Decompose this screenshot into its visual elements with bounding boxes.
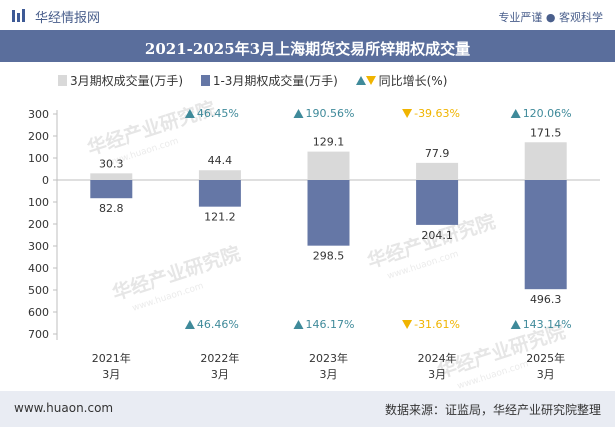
title-banner	[0, 30, 615, 62]
legend-swatch-cumulative	[200, 75, 210, 86]
legend-item-growth: 同比增长(%)	[355, 72, 448, 89]
x-tick-label-month: 3月	[428, 368, 446, 381]
y-tick-label: 600	[28, 306, 49, 319]
y-tick-label: 500	[28, 284, 49, 297]
chart-legend: 3月期权成交量(万手) 1-3月期权成交量(万手) 同比增长(%)	[58, 72, 461, 92]
bar-monthly	[307, 151, 350, 180]
y-tick-label: 100	[28, 196, 49, 209]
legend-item-monthly: 3月期权成交量(万手)	[58, 72, 183, 89]
cumulative-growth-label: -31.61%	[414, 318, 460, 331]
cumulative-growth-label: 46.46%	[197, 318, 239, 331]
x-tick-label-year: 2025年	[526, 351, 565, 365]
triangle-down-icon	[365, 76, 376, 85]
bar-cumulative	[307, 180, 350, 246]
legend-swatch-monthly	[58, 75, 67, 86]
data-label-monthly: 77.9	[425, 147, 450, 160]
data-label-monthly: 30.3	[99, 157, 124, 170]
cumulative-triangle-down-icon	[402, 320, 413, 329]
monthly-growth-label: -39.63%	[414, 107, 460, 120]
monthly-growth-label: 120.06%	[523, 107, 572, 120]
footer-bar	[0, 391, 615, 427]
cumulative-triangle-up-icon	[184, 320, 195, 329]
chart-title: 2021-2025年3月上海期货交易所锌期权成交量	[144, 40, 471, 58]
monthly-growth-label: 46.45%	[197, 107, 239, 120]
legend-item-cumulative: 1-3月期权成交量(万手)	[200, 72, 338, 89]
x-tick-label-year: 2023年	[309, 351, 348, 365]
y-tick-label: 200	[28, 130, 49, 143]
monthly-triangle-down-icon	[402, 109, 413, 118]
data-label-monthly: 171.5	[530, 126, 562, 139]
y-tick-label: 300	[28, 240, 49, 253]
data-label-cumulative: 496.3	[530, 293, 562, 306]
monthly-triangle-up-icon	[510, 109, 521, 118]
bar-cumulative	[524, 180, 567, 290]
data-label-cumulative: 121.2	[204, 211, 236, 224]
legend-label-cumulative: 1-3月期权成交量(万手)	[212, 74, 338, 88]
monthly-triangle-up-icon	[293, 109, 304, 118]
x-tick-label-month: 3月	[102, 368, 120, 381]
monthly-growth-label: 190.56%	[306, 107, 355, 120]
cumulative-growth-label: 146.17%	[306, 318, 355, 331]
y-tick-label: 300	[28, 108, 49, 121]
footer-source: 数据来源：证监局，华经产业研究院整理	[384, 403, 601, 417]
y-tick-label: 200	[28, 218, 49, 231]
x-tick-label-year: 2022年	[200, 351, 239, 365]
legend-label-monthly: 3月期权成交量(万手)	[70, 74, 183, 88]
footer-url: www.huaon.com	[14, 401, 114, 415]
x-tick-label-year: 2021年	[92, 351, 131, 365]
y-tick-label: 700	[28, 328, 49, 341]
triangle-up-icon	[355, 76, 366, 85]
data-label-cumulative: 82.8	[99, 202, 124, 215]
x-tick-label-year: 2024年	[418, 351, 457, 365]
bar-cumulative	[198, 180, 241, 207]
bar-cumulative	[90, 180, 133, 199]
cumulative-growth-label: 143.14%	[523, 318, 572, 331]
y-tick-label: 400	[28, 262, 49, 275]
bar-monthly	[416, 162, 459, 180]
cumulative-triangle-up-icon	[293, 320, 304, 329]
y-tick-label: 100	[28, 152, 49, 165]
y-tick-label: 0	[42, 174, 49, 187]
bar-monthly	[198, 170, 241, 180]
cumulative-triangle-up-icon	[510, 320, 521, 329]
bar-cumulative	[416, 180, 459, 225]
data-label-cumulative: 298.5	[313, 250, 345, 263]
data-label-monthly: 129.1	[313, 136, 345, 149]
x-tick-label-month: 3月	[537, 368, 555, 381]
x-tick-label-month: 3月	[211, 368, 229, 381]
bar-chart: 华经产业研究院www.huaon.com华经产业研究院www.huaon.com…	[28, 97, 600, 391]
data-label-monthly: 44.4	[208, 154, 233, 167]
x-tick-label-month: 3月	[320, 368, 338, 381]
brand-logo-icon	[12, 9, 25, 22]
brand-name: 华经情报网	[35, 11, 101, 26]
brand-tagline: 专业严谨 ● 客观科学	[498, 11, 603, 24]
data-label-cumulative: 204.1	[421, 229, 453, 242]
top-bar: 华经情报网 专业严谨 ● 客观科学	[0, 0, 615, 30]
bar-monthly	[524, 142, 567, 180]
bar-monthly	[90, 173, 133, 180]
legend-label-growth: 同比增长(%)	[378, 74, 448, 88]
monthly-triangle-up-icon	[184, 109, 195, 118]
